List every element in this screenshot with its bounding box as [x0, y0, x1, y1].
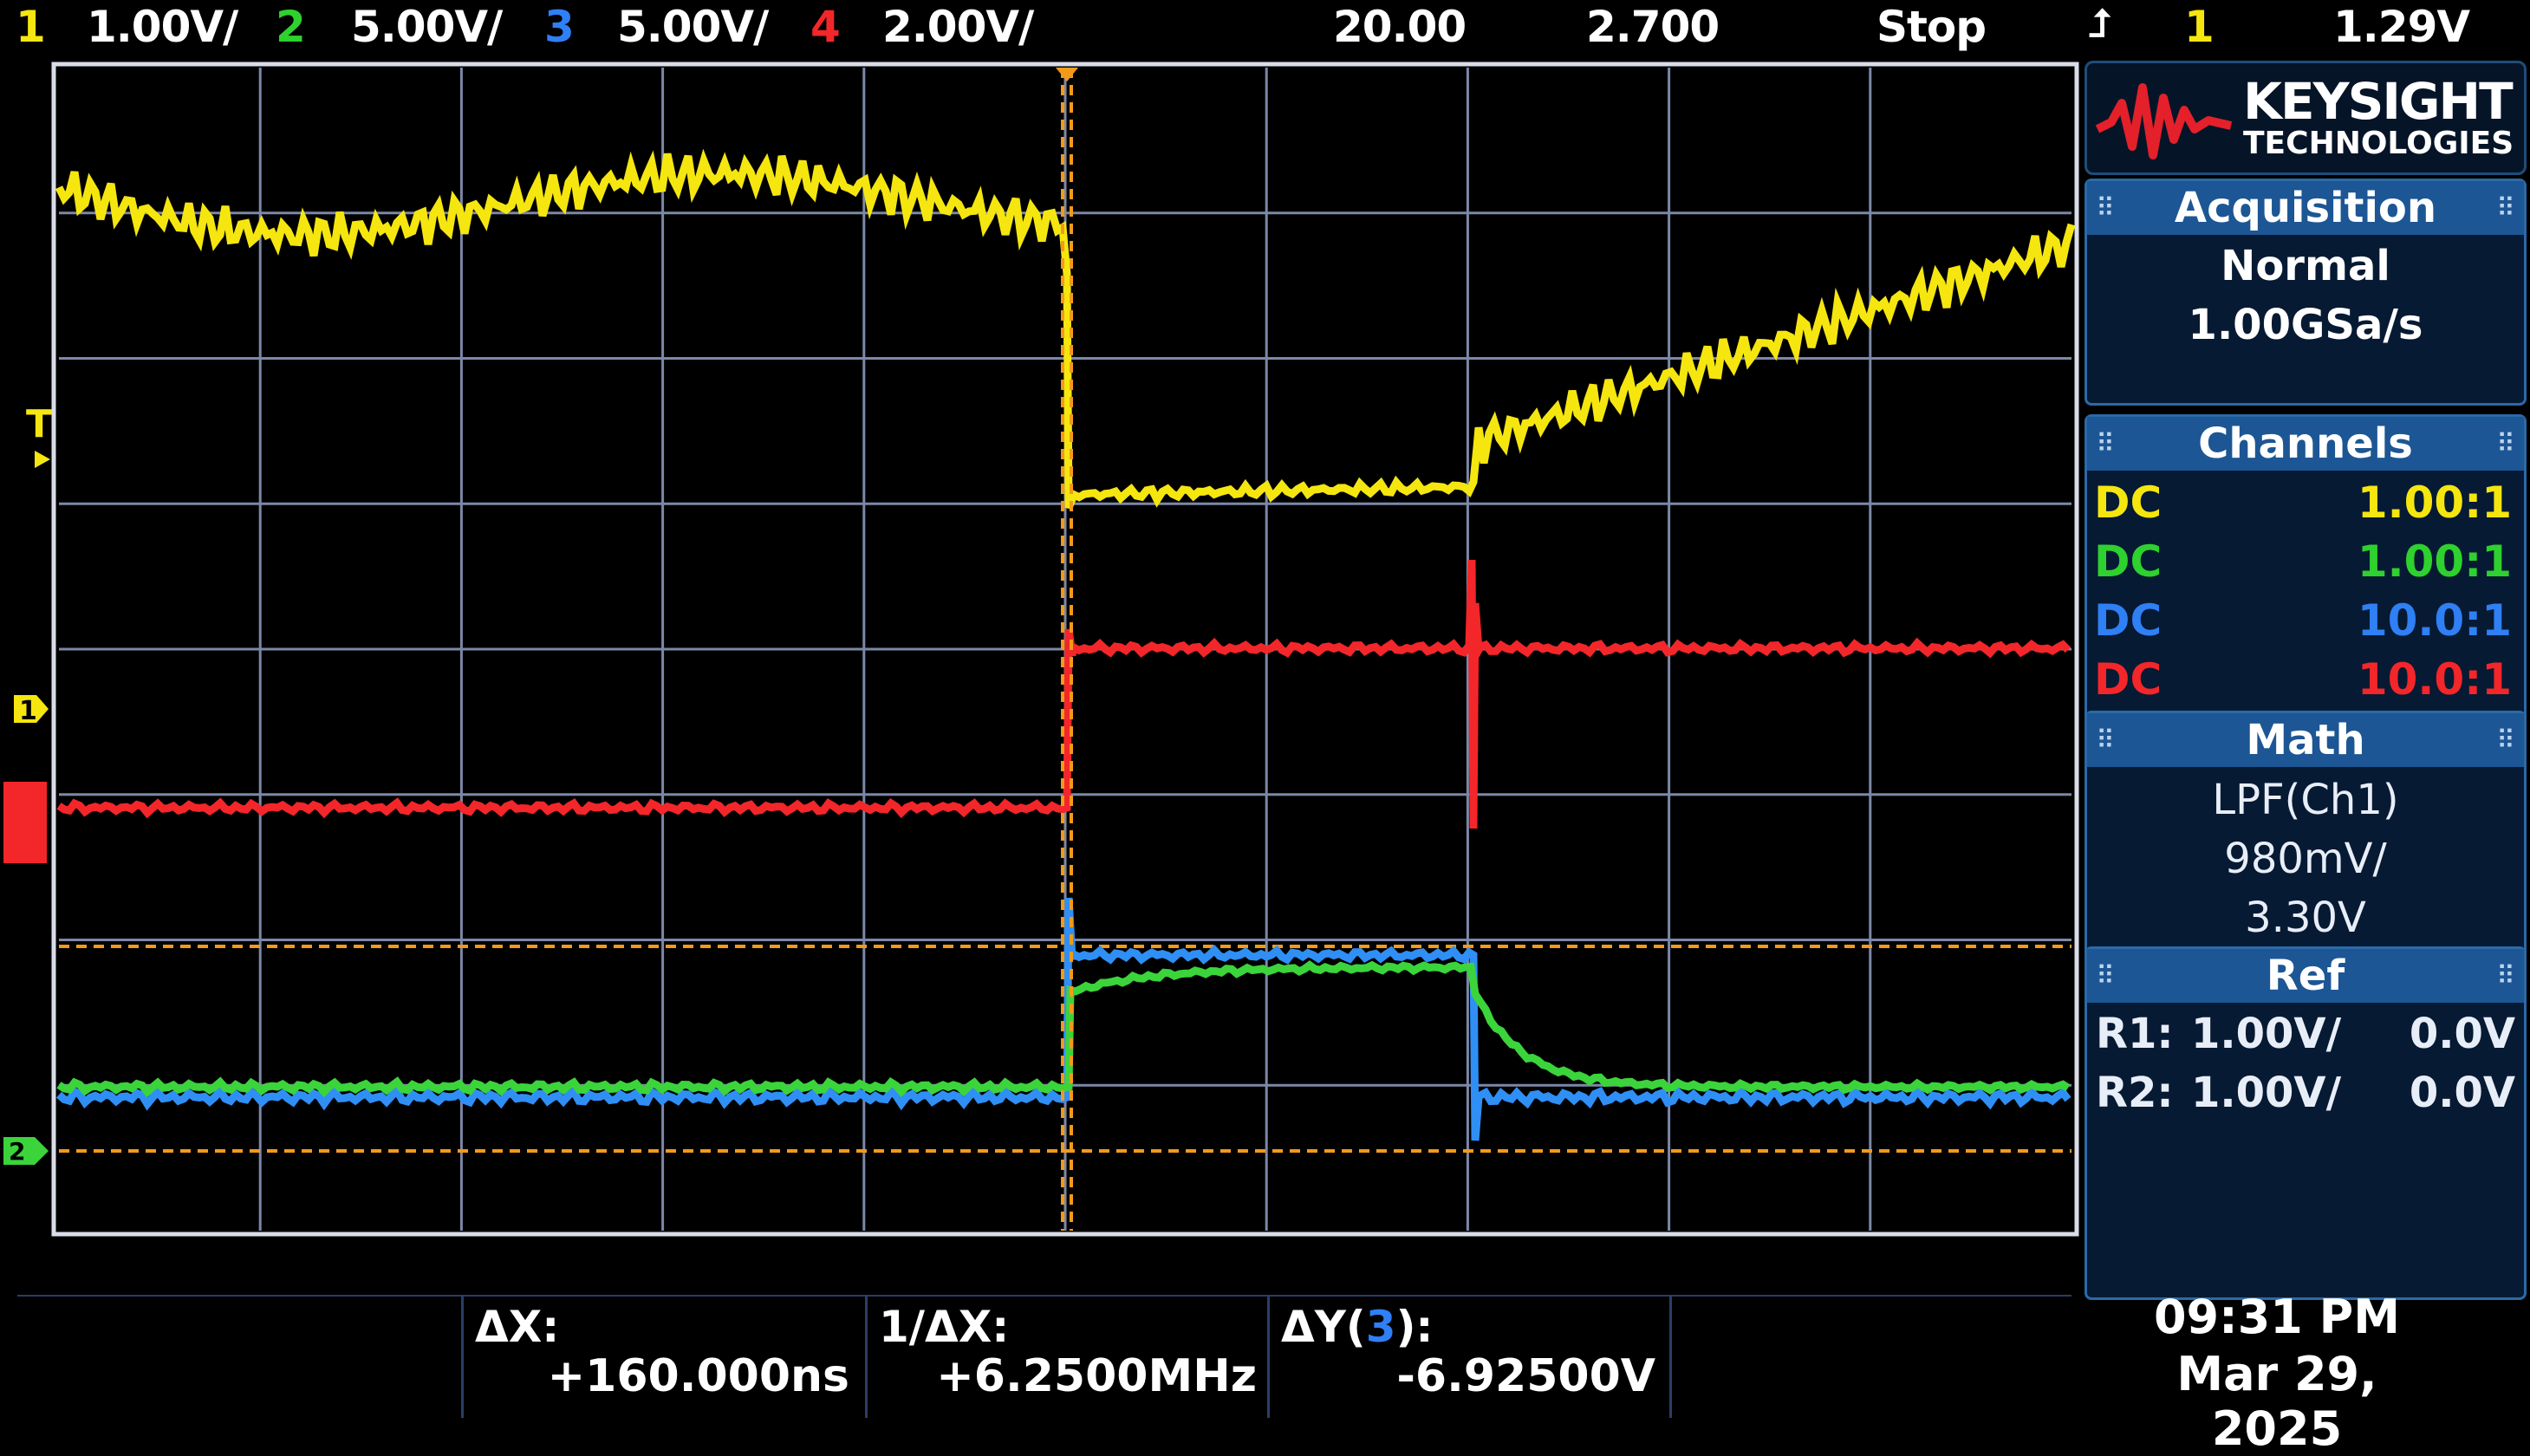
grip-icon: ⠿ — [2096, 193, 2115, 224]
keysight-logo: KEYSIGHT TECHNOLOGIES — [2084, 61, 2527, 175]
delta-y-channel: 3 — [1365, 1302, 1396, 1352]
separator — [865, 1297, 868, 1418]
status-bar: 1 1.00V/ 2 5.00V/ 3 5.00V/ 4 2.00V/ 20.0… — [0, 0, 2530, 57]
ref2-name: R2: — [2096, 1069, 2174, 1117]
grip-icon: ⠿ — [2496, 961, 2515, 991]
acquisition-mode: Normal — [2221, 242, 2390, 290]
channels-header[interactable]: Channels — [2087, 417, 2524, 471]
ch1-coupling: DC — [2094, 478, 2163, 528]
ch2-ground-marker-label: 2 — [9, 1137, 25, 1166]
acquisition-section[interactable]: Acquisition ⠿ ⠿ Normal 1.00GSa/s — [2084, 179, 2527, 406]
math-function: LPF(Ch1) — [2212, 776, 2399, 824]
ch1-probe-ratio: 1.00:1 — [2357, 478, 2512, 528]
logo-brand: KEYSIGHT — [2243, 72, 2514, 131]
keysight-wave-icon — [2095, 83, 2233, 159]
trigger-level[interactable]: 1.29V — [2333, 2, 2470, 52]
ref1-scale: 1.00V/ — [2191, 1010, 2342, 1058]
ch1-ground-marker-label: 1 — [19, 696, 37, 726]
math-header[interactable]: Math — [2087, 713, 2524, 767]
delta-x-label: ΔX: — [475, 1302, 560, 1352]
acquisition-sample-rate: 1.00GSa/s — [2188, 301, 2423, 349]
ref2-scale: 1.00V/ — [2191, 1069, 2342, 1117]
ch1-scale[interactable]: 1.00V/ — [87, 2, 238, 52]
ch4-coupling: DC — [2094, 654, 2163, 705]
inverse-delta-x-label: 1/ΔX: — [879, 1302, 1010, 1352]
trigger-edge-icon: ⮥ — [2089, 2, 2111, 46]
horizontal-scale[interactable]: 2.700 — [1586, 2, 1720, 52]
ch4-scale[interactable]: 2.00V/ — [882, 2, 1034, 52]
clock-date: Mar 29, 2025 — [2176, 1347, 2377, 1456]
ref2-offset: 0.0V — [2409, 1069, 2515, 1117]
grip-icon: ⠿ — [2496, 429, 2515, 459]
ch4-probe-ratio: 10.0:1 — [2357, 654, 2512, 705]
clock-time: 09:31 PM — [2153, 1290, 2400, 1344]
grip-icon: ⠿ — [2496, 725, 2515, 756]
ch2-ground-marker[interactable] — [3, 1137, 49, 1165]
grip-icon: ⠿ — [2096, 961, 2115, 991]
ch2-probe-ratio: 1.00:1 — [2357, 536, 2512, 587]
ch2-number[interactable]: 2 — [276, 2, 306, 52]
separator — [1267, 1297, 1270, 1418]
ch3-coupling: DC — [2094, 595, 2163, 646]
trigger-level-marker[interactable]: T — [26, 402, 52, 446]
ch3-scale[interactable]: 5.00V/ — [617, 2, 769, 52]
ref-header[interactable]: Ref — [2087, 949, 2524, 1003]
ch2-coupling: DC — [2094, 536, 2163, 587]
ref-section[interactable]: Ref ⠿ ⠿ R1: 1.00V/ 0.0V R2: 1.00V/ 0.0V — [2084, 946, 2527, 1300]
ch1-ground-marker[interactable] — [14, 695, 49, 723]
ch4-ground-marker[interactable] — [3, 782, 47, 863]
side-panel: KEYSIGHT TECHNOLOGIES Acquisition ⠿ ⠿ No… — [2084, 61, 2527, 1300]
channels-section[interactable]: Channels ⠿ ⠿ DC 1.00:1 DC 1.00:1 DC 10.0… — [2084, 414, 2527, 761]
inverse-delta-x-value[interactable]: +6.2500MHz — [936, 1350, 1257, 1402]
horizontal-delay[interactable]: 20.00 — [1333, 2, 1467, 52]
acquisition-header[interactable]: Acquisition — [2087, 181, 2524, 235]
trigger-level-arrow — [35, 451, 50, 468]
delta-x-value[interactable]: +160.000ns — [547, 1350, 849, 1402]
grid-lines — [59, 68, 2071, 1231]
ch3-waveform — [55, 897, 2071, 1141]
ref1-name: R1: — [2096, 1010, 2174, 1058]
ch1-number[interactable]: 1 — [16, 2, 46, 52]
grip-icon: ⠿ — [2096, 725, 2115, 756]
grip-icon: ⠿ — [2496, 193, 2515, 224]
ch3-number[interactable]: 3 — [544, 2, 575, 52]
run-stop-status[interactable]: Stop — [1876, 2, 1987, 52]
grip-icon: ⠿ — [2096, 429, 2115, 459]
delta-y-label: ΔY(3): — [1281, 1302, 1433, 1352]
separator — [1669, 1297, 1672, 1418]
trigger-source[interactable]: 1 — [2184, 2, 2215, 52]
measurement-divider — [17, 1295, 2071, 1297]
ch4-number[interactable]: 4 — [810, 2, 841, 52]
ch2-waveform — [56, 960, 2071, 1098]
waveform-display[interactable]: T 1 2 — [0, 57, 2080, 1245]
delta-y-label-suffix: ): — [1395, 1302, 1434, 1352]
delta-y-label-prefix: ΔY( — [1281, 1302, 1366, 1352]
measurement-bar: ΔX: +160.000ns 1/ΔX: +6.2500MHz ΔY(3): -… — [0, 1245, 2530, 1456]
math-scale: 980mV/ — [2224, 835, 2387, 883]
math-offset: 3.30V — [2245, 894, 2366, 942]
ch2-scale[interactable]: 5.00V/ — [351, 2, 503, 52]
ch3-probe-ratio: 10.0:1 — [2357, 595, 2512, 646]
ch1-waveform — [55, 148, 2076, 510]
delta-y-value[interactable]: -6.92500V — [1396, 1350, 1655, 1402]
graticule: T 1 2 — [3, 62, 2079, 1237]
separator — [461, 1297, 464, 1418]
ref1-offset: 0.0V — [2409, 1010, 2515, 1058]
trigger-position-marker — [1056, 68, 1078, 81]
logo-subtitle: TECHNOLOGIES — [2243, 126, 2514, 161]
